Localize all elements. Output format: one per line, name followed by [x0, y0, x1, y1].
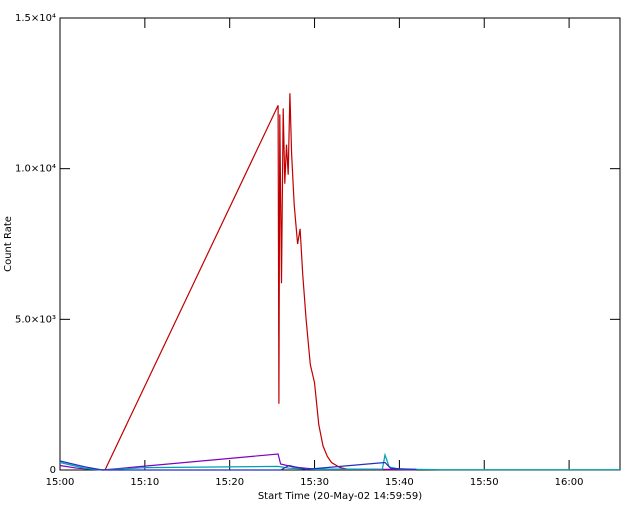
series-line	[59, 453, 417, 471]
x-tick-label: 15:40	[385, 477, 414, 488]
plot-frame	[59, 17, 621, 471]
y-tick-label: 5.0×10³	[15, 314, 56, 325]
series-line	[104, 93, 417, 471]
x-tick-label: 16:00	[555, 477, 584, 488]
x-tick-label: 15:00	[46, 477, 75, 488]
y-tick-label: 0	[50, 465, 56, 476]
y-tick-label: 1.5×10⁴	[15, 13, 56, 24]
x-tick-label: 15:50	[470, 477, 499, 488]
x-axis-label: Start Time (20-May-02 14:59:59)	[258, 491, 422, 502]
x-tick-label: 15:10	[130, 477, 159, 488]
x-tick-label: 15:20	[215, 477, 244, 488]
y-axis-label: Count Rate	[3, 216, 14, 272]
series-line	[59, 460, 417, 471]
y-tick-label: 1.0×10⁴	[15, 164, 56, 175]
x-tick-label: 15:30	[300, 477, 329, 488]
